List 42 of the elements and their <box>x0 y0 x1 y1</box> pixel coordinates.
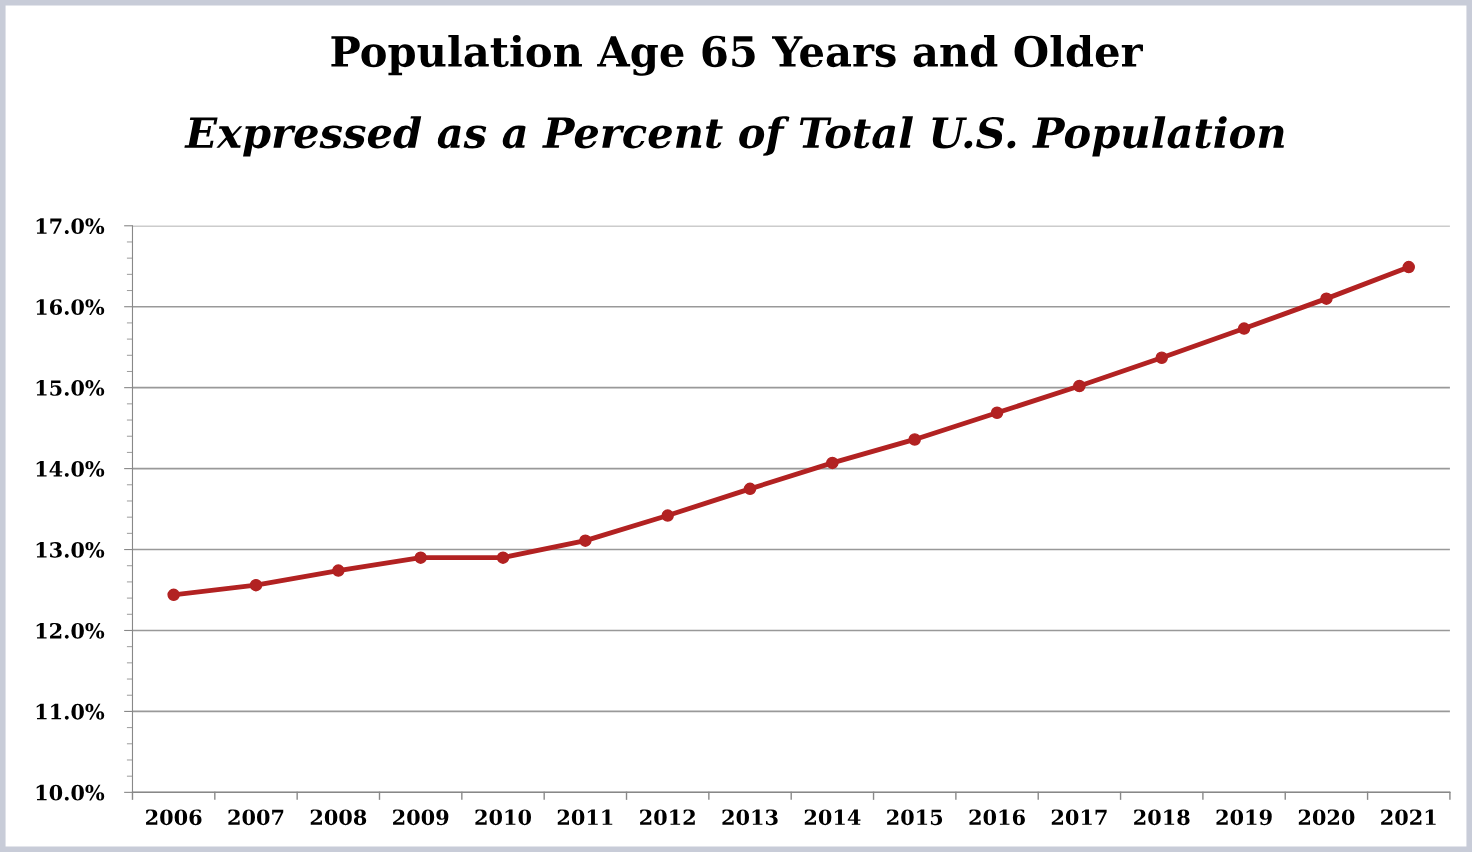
x-tick-label: 2015 <box>887 809 943 826</box>
x-tick-label: 2011 <box>557 809 613 826</box>
y-tick-label: 15.0% <box>36 380 105 396</box>
point <box>1073 379 1086 393</box>
point <box>579 534 592 547</box>
x-tick-label: 2018 <box>1134 809 1190 826</box>
y-tick-label: 14.0% <box>36 461 105 477</box>
y-tick-label: 13.0% <box>36 541 105 558</box>
point <box>990 406 1004 420</box>
point <box>1402 260 1416 274</box>
y-tick-label: 16.0% <box>36 299 105 315</box>
point <box>1155 351 1168 364</box>
chart-title: Population Age 65 Years and Older <box>331 34 1143 76</box>
point <box>1237 322 1251 335</box>
x-tick-label: 2020 <box>1298 809 1355 826</box>
point <box>167 588 180 602</box>
y-tick-label: 11.0% <box>36 703 105 720</box>
point <box>1320 292 1333 305</box>
x-tick-label: 2010 <box>475 809 532 826</box>
x-tick-label: 2017 <box>1051 809 1107 826</box>
x-tick-label: 2009 <box>393 809 449 826</box>
point <box>661 509 674 522</box>
x-tick-label: 2007 <box>228 809 284 826</box>
x-tick-label: 2013 <box>722 809 778 826</box>
point <box>249 578 263 592</box>
x-tick-label: 2021 <box>1381 809 1436 826</box>
x-tick-label: 2006 <box>146 809 202 826</box>
point <box>414 551 427 564</box>
x-tick-label: 2008 <box>310 809 367 826</box>
x-tick-label: 2012 <box>640 809 695 826</box>
point <box>826 456 839 470</box>
x-tick-label: 2014 <box>804 809 861 826</box>
y-tick-label: 17.0% <box>36 218 105 234</box>
x-tick-label: 2016 <box>969 809 1025 826</box>
y-tick-label: 10.0% <box>36 784 105 801</box>
chart-subtitle: Expressed as a Percent of Total U.S. Population <box>184 116 1284 157</box>
point <box>332 564 345 577</box>
point <box>908 433 921 446</box>
point <box>496 551 510 564</box>
y-tick-label: 12.0% <box>36 622 105 639</box>
point <box>743 482 757 496</box>
x-tick-label: 2019 <box>1216 809 1272 826</box>
